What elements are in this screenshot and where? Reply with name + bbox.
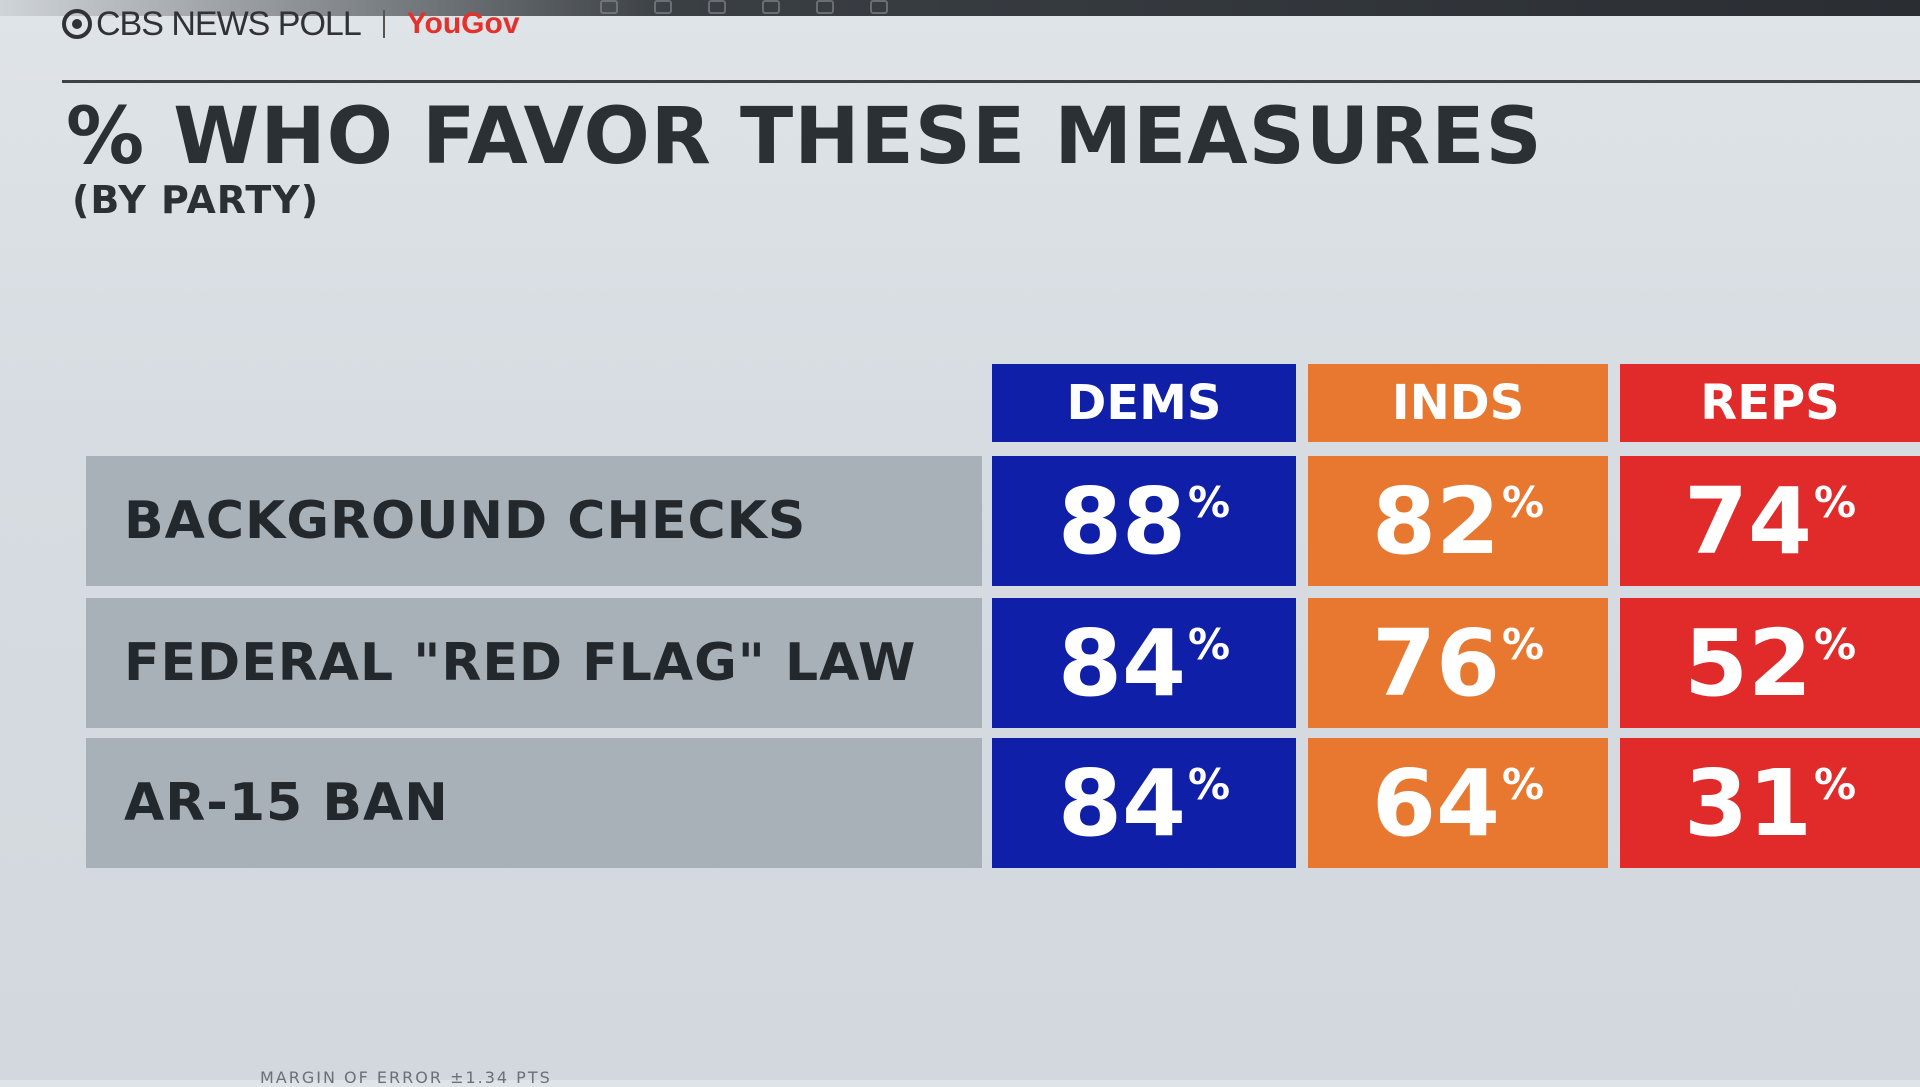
toolbar-icon (600, 0, 618, 14)
brand-divider (382, 10, 385, 38)
value-cell-reps: 31% (1620, 738, 1920, 868)
value-number: 82 (1371, 467, 1500, 575)
column-header-inds: INDS (1308, 364, 1608, 442)
toolbar-icon (654, 0, 672, 14)
value-cell-reps: 52% (1620, 598, 1920, 728)
value-number: 84 (1057, 749, 1186, 857)
value-number: 31 (1683, 749, 1812, 857)
percent-sign: % (1187, 478, 1231, 527)
network-label: CBS NEWS POLL (96, 4, 362, 43)
value-cell-dems: 88% (992, 456, 1296, 586)
column-header-reps: REPS (1620, 364, 1920, 442)
brand-header: CBS NEWS POLL YouGov (62, 4, 520, 44)
row-label: AR-15 BAN (86, 738, 982, 868)
column-header-dems: DEMS (992, 364, 1296, 442)
row-label: FEDERAL "RED FLAG" LAW (86, 598, 982, 728)
percent-sign: % (1501, 760, 1545, 809)
value-number: 88 (1057, 467, 1186, 575)
chart-title: % WHO FAVOR THESE MEASURES (66, 92, 1543, 182)
toolbar-icon (708, 0, 726, 14)
percent-sign: % (1813, 478, 1857, 527)
chart-subtitle: (BY PARTY) (72, 178, 320, 222)
value-cell-dems: 84% (992, 598, 1296, 728)
value-number: 76 (1371, 609, 1500, 717)
value-number: 64 (1371, 749, 1500, 857)
header-rule (62, 80, 1920, 83)
toolbar-icon (870, 0, 888, 14)
top-bar (0, 0, 1920, 16)
value-number: 84 (1057, 609, 1186, 717)
footer-note: MARGIN OF ERROR ±1.34 PTS (260, 1068, 552, 1087)
percent-sign: % (1187, 760, 1231, 809)
toolbar-icons (600, 0, 888, 14)
value-number: 52 (1683, 609, 1812, 717)
value-cell-inds: 82% (1308, 456, 1608, 586)
percent-sign: % (1187, 620, 1231, 669)
percent-sign: % (1501, 478, 1545, 527)
value-cell-reps: 74% (1620, 456, 1920, 586)
cbs-eye-icon (62, 9, 92, 39)
toolbar-icon (762, 0, 780, 14)
row-label: BACKGROUND CHECKS (86, 456, 982, 586)
value-number: 74 (1683, 467, 1812, 575)
percent-sign: % (1813, 760, 1857, 809)
percent-sign: % (1813, 620, 1857, 669)
value-cell-inds: 64% (1308, 738, 1608, 868)
toolbar-icon (816, 0, 834, 14)
percent-sign: % (1501, 620, 1545, 669)
partner-label: YouGov (406, 7, 520, 40)
value-cell-inds: 76% (1308, 598, 1608, 728)
value-cell-dems: 84% (992, 738, 1296, 868)
